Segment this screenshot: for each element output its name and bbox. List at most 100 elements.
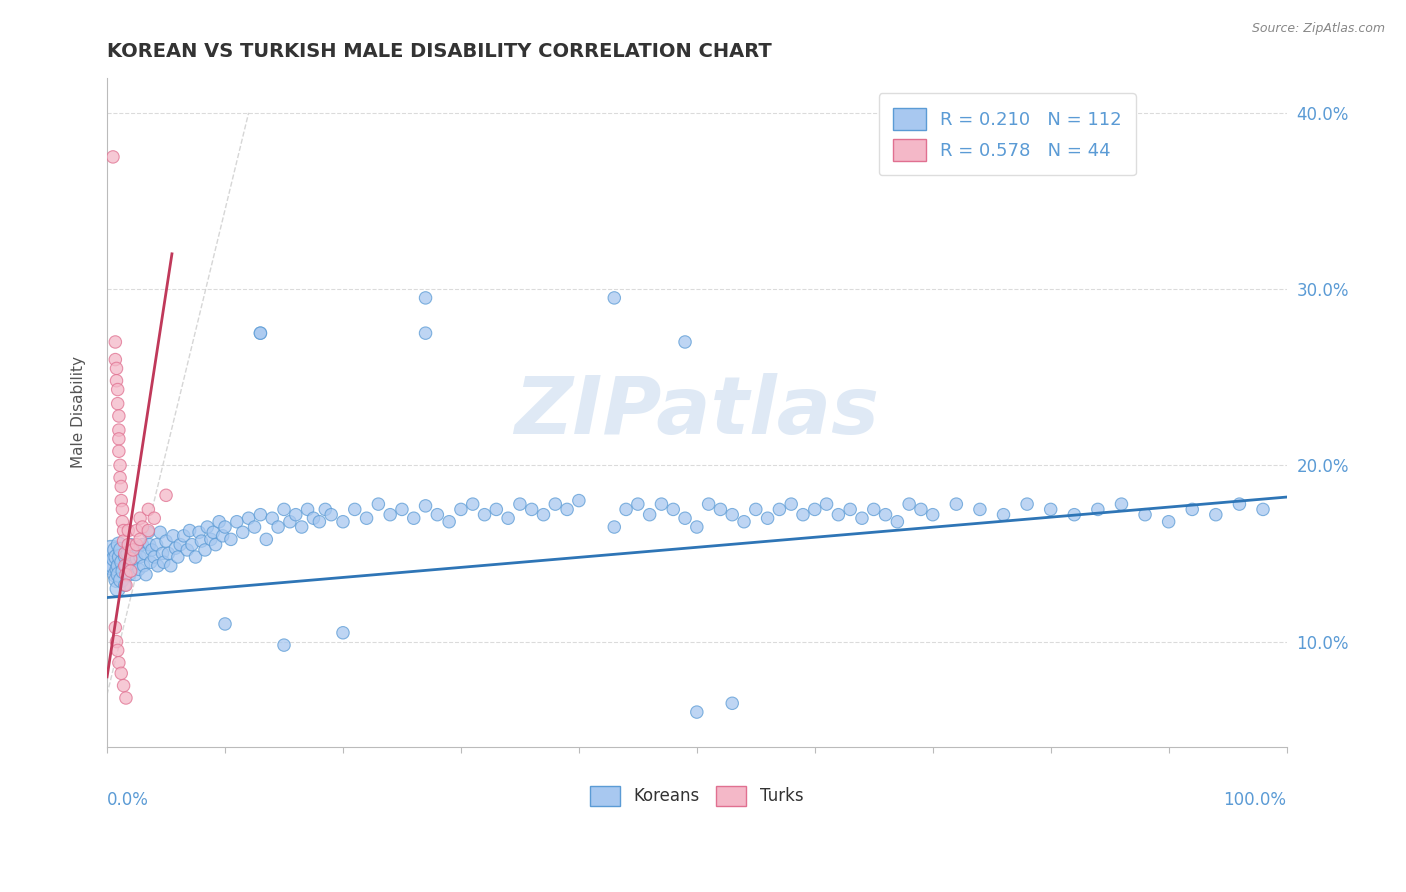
- Point: [194, 543, 217, 558]
- Point: [101, 150, 124, 164]
- Point: [509, 497, 531, 511]
- Point: [125, 551, 148, 566]
- Point: [115, 567, 138, 582]
- Point: [117, 555, 139, 569]
- Point: [104, 543, 127, 558]
- Point: [485, 502, 508, 516]
- Point: [603, 520, 626, 534]
- Point: [155, 534, 177, 549]
- Point: [184, 549, 207, 564]
- Point: [111, 555, 134, 569]
- Point: [107, 562, 129, 576]
- Point: [1133, 508, 1156, 522]
- Legend: Koreans, Turks: Koreans, Turks: [583, 779, 810, 813]
- Point: [131, 520, 153, 534]
- Point: [139, 555, 162, 569]
- Point: [173, 529, 195, 543]
- Point: [391, 502, 413, 516]
- Point: [284, 508, 307, 522]
- Point: [756, 511, 779, 525]
- Point: [262, 511, 284, 525]
- Point: [249, 326, 271, 340]
- Point: [104, 352, 127, 367]
- Point: [969, 502, 991, 516]
- Point: [815, 497, 838, 511]
- Point: [107, 582, 129, 596]
- Point: [159, 558, 181, 573]
- Point: [166, 549, 188, 564]
- Point: [107, 383, 129, 397]
- Text: 0.0%: 0.0%: [107, 791, 149, 809]
- Point: [1251, 502, 1274, 516]
- Point: [1205, 508, 1227, 522]
- Point: [555, 502, 578, 516]
- Point: [105, 374, 128, 388]
- Point: [103, 551, 125, 566]
- Point: [314, 502, 336, 516]
- Point: [155, 488, 177, 502]
- Point: [709, 502, 731, 516]
- Point: [733, 515, 755, 529]
- Text: ZIPatlas: ZIPatlas: [515, 374, 879, 451]
- Point: [673, 334, 696, 349]
- Point: [120, 551, 142, 566]
- Point: [108, 458, 131, 473]
- Point: [1229, 497, 1251, 511]
- Point: [249, 508, 271, 522]
- Point: [149, 525, 172, 540]
- Point: [208, 515, 231, 529]
- Point: [862, 502, 884, 516]
- Point: [108, 423, 131, 437]
- Text: 100.0%: 100.0%: [1223, 791, 1286, 809]
- Point: [686, 520, 709, 534]
- Point: [120, 538, 142, 552]
- Point: [910, 502, 932, 516]
- Point: [141, 543, 163, 558]
- Point: [108, 471, 131, 485]
- Point: [105, 573, 128, 587]
- Point: [124, 567, 146, 582]
- Point: [146, 558, 169, 573]
- Point: [110, 493, 132, 508]
- Point: [190, 534, 212, 549]
- Point: [496, 511, 519, 525]
- Point: [214, 617, 236, 632]
- Point: [343, 502, 366, 516]
- Point: [267, 520, 290, 534]
- Point: [122, 543, 145, 558]
- Point: [1157, 515, 1180, 529]
- Point: [627, 497, 650, 511]
- Point: [650, 497, 672, 511]
- Point: [1039, 502, 1062, 516]
- Point: [138, 502, 160, 516]
- Point: [673, 511, 696, 525]
- Point: [165, 541, 187, 556]
- Point: [101, 558, 124, 573]
- Point: [105, 549, 128, 564]
- Point: [461, 497, 484, 511]
- Point: [108, 444, 131, 458]
- Point: [111, 515, 134, 529]
- Point: [105, 361, 128, 376]
- Point: [135, 567, 157, 582]
- Point: [138, 538, 160, 552]
- Point: [321, 508, 343, 522]
- Point: [181, 538, 204, 552]
- Point: [176, 543, 198, 558]
- Point: [768, 502, 790, 516]
- Point: [225, 515, 247, 529]
- Point: [638, 508, 661, 522]
- Point: [129, 511, 152, 525]
- Point: [662, 502, 685, 516]
- Point: [332, 515, 354, 529]
- Point: [111, 502, 134, 516]
- Point: [115, 578, 138, 592]
- Point: [127, 541, 149, 556]
- Point: [117, 538, 139, 552]
- Point: [1181, 502, 1204, 516]
- Point: [104, 567, 127, 582]
- Point: [112, 679, 135, 693]
- Point: [112, 534, 135, 549]
- Point: [886, 515, 908, 529]
- Point: [603, 291, 626, 305]
